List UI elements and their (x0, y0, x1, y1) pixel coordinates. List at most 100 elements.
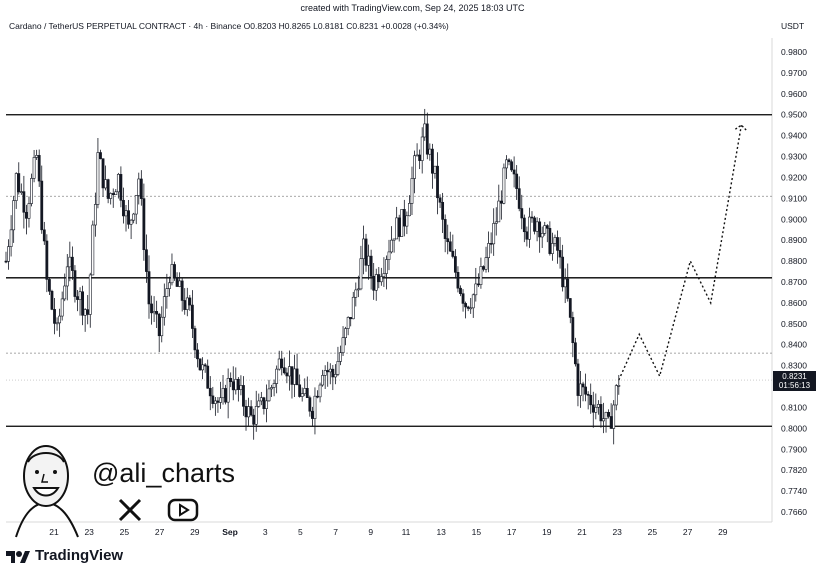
candle-up (428, 148, 432, 155)
candle-up (277, 358, 281, 370)
candle-up (471, 294, 475, 309)
candle-up (543, 225, 547, 234)
candle-up (201, 364, 205, 371)
candle-down (558, 250, 562, 258)
candle-up (563, 278, 567, 288)
candle-up (484, 257, 488, 270)
candle-down (561, 256, 565, 288)
x-tick-label: 21 (577, 527, 587, 537)
candle-down (285, 372, 289, 377)
candle-up (612, 404, 616, 429)
candle-up (109, 193, 113, 199)
candle-down (425, 123, 429, 155)
candle-down (183, 300, 187, 310)
candle-up (226, 378, 230, 403)
candle-down (443, 219, 447, 239)
candle-down (81, 291, 85, 316)
candle-up (132, 213, 136, 221)
candle-up (487, 243, 490, 258)
y-tick-label: 0.8300 (781, 361, 807, 371)
candle-up (91, 224, 95, 276)
x-tick-label: 29 (190, 527, 200, 537)
y-tick-label: 0.9700 (781, 68, 807, 78)
candle-down (157, 313, 161, 337)
candle-up (400, 209, 404, 237)
candle-down (53, 309, 56, 324)
candle-up (594, 406, 598, 413)
candle-down (231, 381, 235, 391)
candle-up (392, 238, 396, 241)
y-tick-label: 0.7660 (781, 507, 807, 517)
candle-down (203, 364, 207, 367)
candle-up (93, 204, 97, 226)
candle-down (397, 217, 401, 237)
candle-up (30, 178, 33, 204)
candle-up (479, 266, 483, 285)
candle-up (413, 155, 416, 179)
candle-up (35, 155, 39, 158)
candle-down (464, 303, 468, 308)
candle-up (303, 388, 307, 395)
candle-down (45, 240, 49, 280)
x-icon[interactable] (117, 497, 143, 523)
x-tick-label: 5 (298, 527, 303, 537)
candle-up (60, 298, 64, 317)
candle-up (178, 280, 182, 287)
candle-up (14, 173, 18, 201)
x-tick-label: Sep (222, 527, 238, 537)
candle-up (234, 378, 238, 391)
candle-down (438, 197, 442, 203)
candle-down (489, 243, 493, 245)
candle-up (55, 322, 59, 325)
candle-down (372, 276, 376, 291)
y-tick-label: 0.8500 (781, 319, 807, 329)
x-tick-label: 21 (49, 527, 59, 537)
y-tick-label: 0.8900 (781, 235, 807, 245)
x-tick-label: 25 (120, 527, 130, 537)
candle-down (122, 200, 125, 217)
candle-up (362, 238, 365, 259)
candle-up (12, 200, 16, 231)
candle-down (589, 395, 593, 406)
candle-down (282, 367, 286, 374)
candle-up (219, 397, 222, 403)
candle-up (313, 395, 317, 419)
candle-down (431, 148, 434, 174)
candle-up (602, 418, 605, 422)
candle-up (408, 203, 411, 217)
candle-down (244, 406, 248, 418)
candle-down (573, 342, 577, 365)
candle-down (364, 238, 368, 266)
candle-down (25, 211, 28, 219)
youtube-icon[interactable] (167, 498, 199, 522)
candle-up (390, 239, 393, 253)
candle-down (566, 278, 570, 299)
candle-down (295, 368, 299, 386)
candle-down (533, 217, 536, 232)
candle-down (208, 387, 212, 397)
candle-up (346, 317, 350, 329)
candle-up (339, 352, 342, 362)
candle-up (165, 288, 169, 297)
projection-arrowhead (734, 124, 748, 132)
y-tick-label: 0.8000 (781, 423, 807, 433)
candle-down (520, 208, 524, 219)
y-tick-label: 0.9000 (781, 214, 807, 224)
tradingview-logo-icon (6, 550, 30, 563)
ohlc-values: O0.8203 H0.8265 L0.8181 C0.8231 +0.0028 … (243, 21, 449, 31)
candle-up (492, 223, 496, 245)
candle-down (145, 249, 148, 272)
candle-up (420, 136, 424, 161)
candle-down (173, 264, 176, 278)
x-tick-label: 29 (718, 527, 728, 537)
y-tick-label: 0.9500 (781, 110, 807, 120)
candle-down (147, 271, 151, 305)
candle-up (259, 397, 263, 402)
candle-down (451, 250, 455, 257)
candle-down (4, 260, 8, 263)
candle-down (507, 159, 511, 163)
candle-down (236, 378, 240, 390)
candle-down (242, 385, 245, 407)
x-tick-label: 27 (683, 527, 693, 537)
